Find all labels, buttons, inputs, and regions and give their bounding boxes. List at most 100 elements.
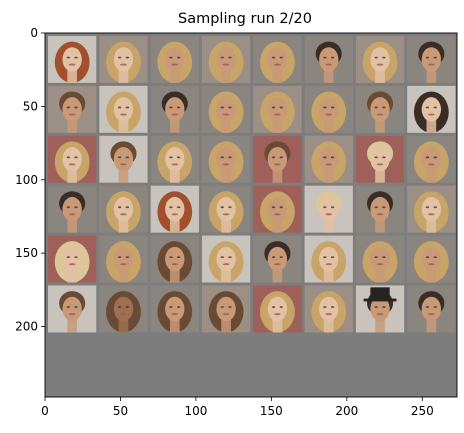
left-eye (220, 56, 224, 59)
x-tick-label: 100 (184, 404, 207, 418)
neck (272, 67, 283, 83)
face-tile (201, 135, 251, 183)
face (113, 246, 134, 272)
neck (323, 267, 334, 283)
right-eye (125, 256, 130, 259)
left-eye (66, 56, 70, 59)
left-eye (169, 206, 173, 209)
face-tile (201, 35, 251, 83)
neck (67, 267, 77, 283)
face-tile (150, 235, 199, 283)
x-tick-label: 150 (260, 404, 283, 418)
axes-frame (44, 32, 458, 398)
neck (118, 67, 129, 83)
face (267, 196, 288, 222)
right-eye (74, 106, 78, 109)
face (267, 97, 288, 122)
right-eye (74, 306, 78, 308)
mouth (427, 213, 435, 216)
face-tile (355, 285, 405, 333)
left-eye (117, 206, 122, 209)
right-eye (433, 156, 437, 159)
face-tile (407, 85, 456, 133)
face-tile (48, 235, 97, 283)
right-eye (176, 106, 181, 109)
mouth (120, 113, 127, 116)
mouth (222, 213, 230, 216)
left-eye (220, 256, 224, 259)
right-eye (228, 306, 232, 308)
y-tick-label: 150 (15, 246, 38, 260)
right-eye (176, 156, 181, 159)
mouth (427, 113, 435, 116)
neck (272, 217, 283, 233)
face (216, 296, 236, 322)
left-eye (323, 306, 327, 308)
neck (323, 217, 334, 233)
left-eye (323, 206, 327, 209)
left-eye (323, 106, 327, 109)
face-tile (48, 35, 97, 83)
face-tile (355, 235, 405, 283)
mouth (325, 113, 333, 116)
face-tile (150, 135, 199, 183)
face-tile (48, 285, 97, 333)
mouth (376, 263, 384, 266)
face (421, 246, 442, 272)
mouth (376, 313, 384, 316)
face-tile (253, 285, 302, 333)
face (319, 97, 339, 122)
face (319, 246, 339, 272)
neck (323, 67, 334, 83)
mouth (171, 263, 179, 266)
face (267, 246, 288, 272)
mouth (376, 163, 384, 166)
mouth (325, 163, 333, 166)
face-tile (304, 35, 353, 83)
neck (272, 117, 283, 133)
right-eye (330, 306, 335, 308)
face-tile (253, 235, 302, 283)
left-eye (374, 306, 378, 308)
left-eye (271, 206, 276, 209)
right-eye (228, 156, 232, 159)
face-tile (253, 185, 302, 233)
face-tile (201, 285, 251, 333)
mouth (120, 263, 127, 266)
mouth (427, 63, 435, 66)
face (216, 196, 236, 222)
mouth (427, 313, 435, 316)
right-eye (176, 256, 181, 259)
face-tile (150, 285, 199, 333)
face (370, 246, 390, 272)
mouth (325, 313, 333, 316)
right-eye (125, 106, 130, 109)
left-eye (425, 306, 430, 308)
face-tile (201, 85, 251, 133)
mouth (274, 63, 281, 66)
left-eye (323, 56, 327, 59)
mouth (376, 63, 384, 66)
left-eye (169, 256, 173, 259)
mouth (171, 213, 179, 216)
face-tile (48, 85, 97, 133)
mouth (222, 163, 230, 166)
neck (426, 117, 437, 133)
left-eye (271, 106, 276, 109)
left-eye (323, 156, 327, 159)
neck (426, 167, 437, 183)
left-eye (169, 306, 173, 308)
face-tile (201, 235, 251, 283)
left-eye (374, 256, 378, 259)
left-eye (374, 106, 378, 109)
neck (169, 267, 180, 283)
face (113, 47, 134, 72)
neck (118, 167, 129, 183)
neck (323, 117, 334, 133)
right-eye (74, 256, 78, 259)
face-tile (48, 185, 97, 233)
face-tile (253, 85, 302, 133)
face (113, 296, 134, 322)
face (216, 47, 236, 72)
left-eye (374, 206, 378, 209)
